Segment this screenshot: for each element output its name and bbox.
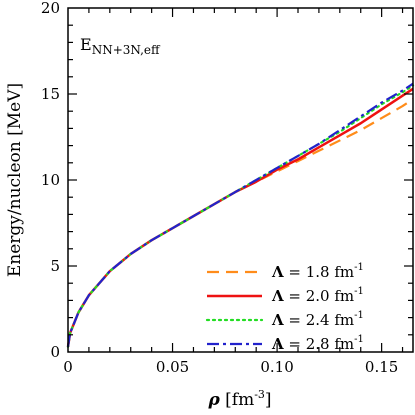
legend-exp-2: -1 <box>354 286 364 297</box>
legend-value-4: = 2.8 fm <box>284 335 355 353</box>
legend-exp-3: -1 <box>354 310 364 321</box>
legend-label-3: Λ = 2.4 fm-1 <box>271 310 364 329</box>
legend: Λ = 1.8 fm-1Λ = 2.0 fm-1Λ = 2.4 fm-1Λ = … <box>205 262 364 353</box>
legend-label-4: Λ = 2.8 fm-1 <box>271 334 364 353</box>
annotation-sub: NN+3N,eff <box>92 43 161 57</box>
x-tick-label-3: 0.15 <box>365 358 398 376</box>
y-tick-label-4: 20 <box>41 0 60 17</box>
annotation: ENN+3N,eff <box>80 35 161 57</box>
legend-symbol-3: Λ <box>271 311 284 329</box>
legend-value-2: = 2.0 fm <box>284 287 355 305</box>
x-tick-label-2: 0.10 <box>260 358 293 376</box>
annotation-main: E <box>80 35 92 54</box>
legend-symbol-2: Λ <box>271 287 284 305</box>
legend-value-1: = 1.8 fm <box>284 263 355 281</box>
y-axis-title: Energy/nucleon [MeV] <box>5 83 25 277</box>
legend-label-1: Λ = 1.8 fm-1 <box>271 262 364 281</box>
legend-exp-4: -1 <box>354 334 364 345</box>
x-axis-title: ρ [fm-3] <box>207 388 271 410</box>
x-axis-unit-close: ] <box>265 390 272 410</box>
legend-symbol-1: Λ <box>271 263 284 281</box>
y-tick-label-2: 10 <box>41 171 60 189</box>
legend-symbol-4: Λ <box>271 335 284 353</box>
legend-label-2: Λ = 2.0 fm-1 <box>271 286 364 305</box>
x-tick-label-1: 0.05 <box>156 358 189 376</box>
y-tick-label-3: 15 <box>41 85 60 103</box>
series-line-4 <box>66 82 414 348</box>
x-tick-label-0: 0 <box>63 358 73 376</box>
x-axis-unit-open: [fm <box>220 390 254 410</box>
ticks-layer <box>68 8 413 352</box>
series-layer <box>66 82 415 348</box>
y-tick-label-1: 5 <box>50 257 60 275</box>
y-tick-label-0: 0 <box>50 343 60 361</box>
tick-labels-layer: 0 0.05 0.10 0.15 0 5 10 15 20 <box>41 0 398 376</box>
x-axis-symbol: ρ <box>207 390 220 410</box>
legend-value-3: = 2.4 fm <box>284 311 355 329</box>
x-axis-unit-exp: -3 <box>254 388 265 401</box>
legend-exp-1: -1 <box>354 262 364 273</box>
